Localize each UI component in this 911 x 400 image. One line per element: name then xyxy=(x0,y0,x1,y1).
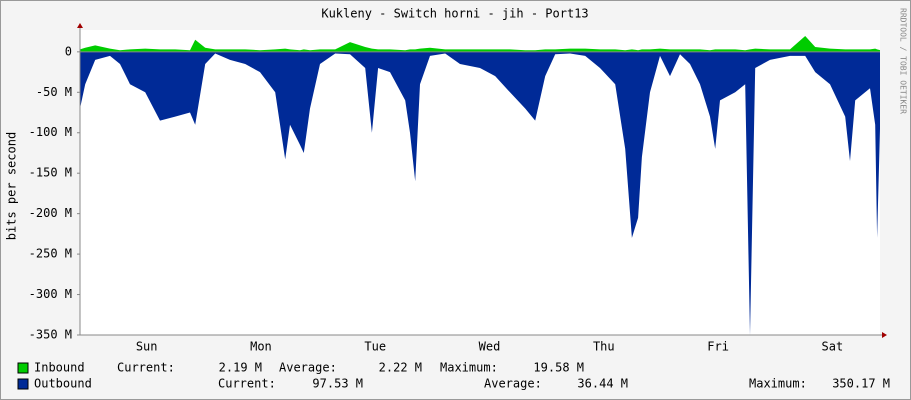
y-tick-label: -50 M xyxy=(36,85,72,99)
legend-swatch xyxy=(17,362,29,374)
stat-label: Average: xyxy=(484,377,542,391)
y-arrow xyxy=(77,23,83,28)
y-axis-label: bits per second xyxy=(5,132,19,240)
stat-value: 19.58 M xyxy=(533,361,584,375)
y-tick-label: -150 M xyxy=(29,166,72,180)
x-tick-label: Wed xyxy=(479,340,501,354)
y-tick-label: -100 M xyxy=(29,125,72,139)
stat-value: 2.19 M xyxy=(219,361,262,375)
x-tick-label: Tue xyxy=(364,340,386,354)
x-tick-label: Thu xyxy=(593,340,615,354)
y-tick-label: 0 xyxy=(65,44,72,58)
stat-label: Current: xyxy=(218,377,276,391)
stat-label: Average: xyxy=(279,361,337,375)
x-tick-label: Sun xyxy=(136,340,158,354)
x-arrow xyxy=(882,332,887,338)
stat-value: 36.44 M xyxy=(577,377,628,391)
stat-label: Maximum: xyxy=(440,361,498,375)
series-area xyxy=(80,51,880,335)
stat-value: 350.17 M xyxy=(832,377,890,391)
y-tick-label: -200 M xyxy=(29,206,72,220)
y-tick-label: -300 M xyxy=(29,287,72,301)
stat-value: 97.53 M xyxy=(312,377,363,391)
chart-title: Kukleny - Switch horni - jih - Port13 xyxy=(321,7,588,21)
x-tick-label: Mon xyxy=(250,340,272,354)
watermark: RRDTOOL / TOBI OETIKER xyxy=(899,8,908,114)
x-tick-label: Sat xyxy=(822,340,844,354)
legend-swatch xyxy=(17,378,29,390)
stat-value: 2.22 M xyxy=(379,361,422,375)
y-tick-label: -350 M xyxy=(29,328,72,342)
legend-label: Inbound xyxy=(34,361,85,375)
stat-label: Current: xyxy=(117,361,175,375)
series-area xyxy=(80,36,880,52)
y-tick-label: -250 M xyxy=(29,247,72,261)
x-tick-label: Fri xyxy=(707,340,729,354)
legend-label: Outbound xyxy=(34,377,92,391)
stat-label: Maximum: xyxy=(749,377,807,391)
